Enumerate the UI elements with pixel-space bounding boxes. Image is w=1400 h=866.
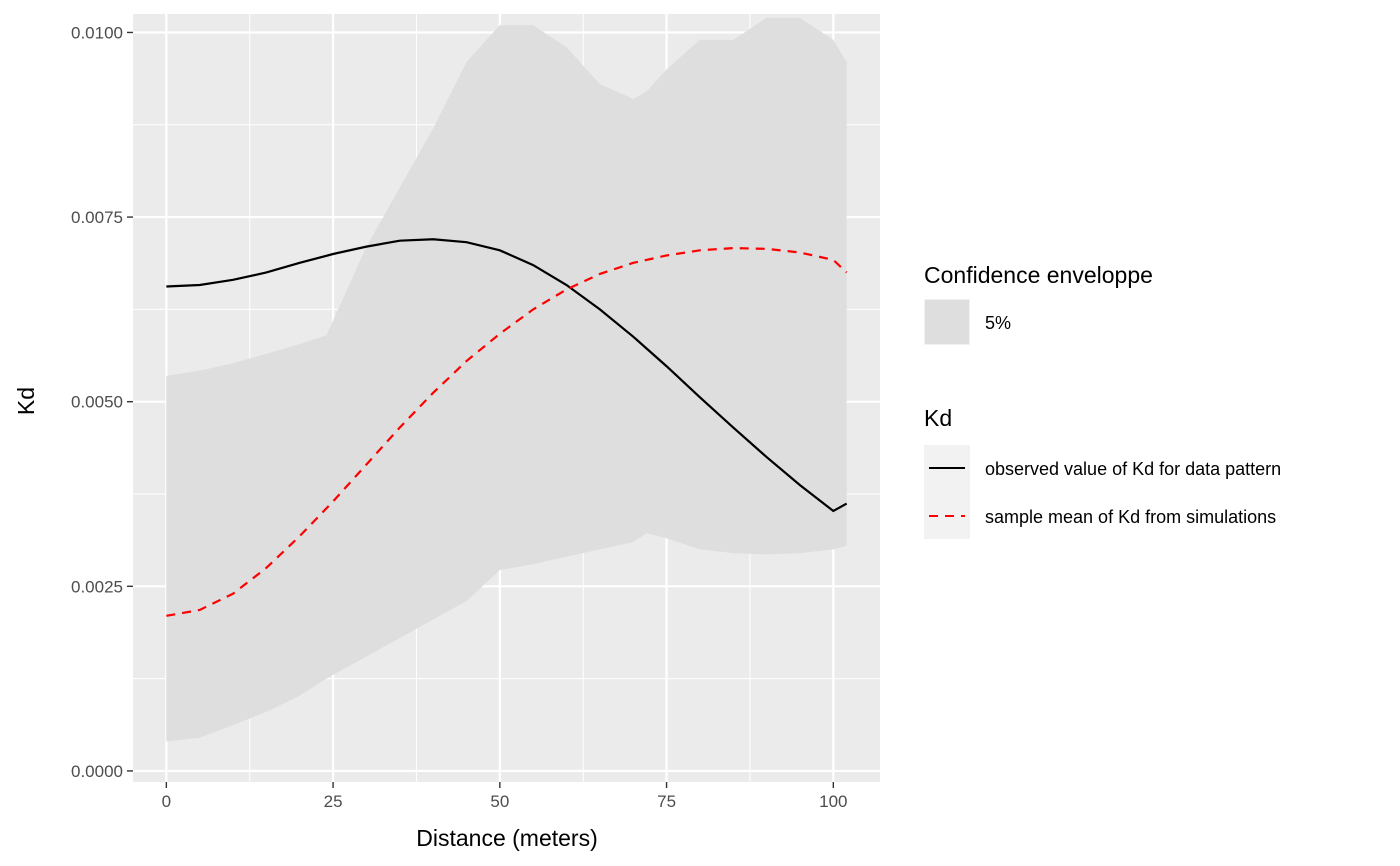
legend-observed-label: observed value of Kd for data pattern — [985, 459, 1281, 479]
x-tick-label: 25 — [324, 792, 343, 811]
legend-lines-title: Kd — [924, 405, 952, 431]
y-tick-label: 0.0025 — [71, 577, 123, 596]
axes: 0 25 50 75 100 0.0000 0.0025 0.0050 0.0075 0.0100 — [71, 23, 848, 811]
y-axis-title: Kd — [13, 387, 39, 415]
x-tick-label: 50 — [490, 792, 509, 811]
legend-simulated-label: sample mean of Kd from simulations — [985, 507, 1276, 527]
legend-envelope-label: 5% — [985, 313, 1011, 333]
confidence-envelope — [166, 17, 847, 742]
legend-envelope-title: Confidence enveloppe — [924, 262, 1153, 288]
simulated-mean-kd-line — [166, 246, 848, 617]
observed-kd-line — [166, 238, 848, 513]
legend-envelope-swatch — [925, 300, 969, 344]
x-tick-label: 75 — [657, 792, 676, 811]
y-tick-label: 0.0100 — [71, 23, 123, 42]
x-tick-label: 0 — [162, 792, 171, 811]
y-tick-label: 0.0075 — [71, 208, 123, 227]
envelope-area — [166, 17, 847, 742]
x-axis-title: Distance (meters) — [416, 825, 597, 851]
series-lines — [166, 238, 848, 617]
x-tick-label: 100 — [819, 792, 847, 811]
legend: Confidence enveloppe 5% Kd observed valu… — [924, 262, 1281, 539]
y-tick-label: 0.0050 — [71, 393, 123, 412]
legend-lines-key-bg — [924, 445, 970, 539]
y-tick-label: 0.0000 — [71, 762, 123, 781]
